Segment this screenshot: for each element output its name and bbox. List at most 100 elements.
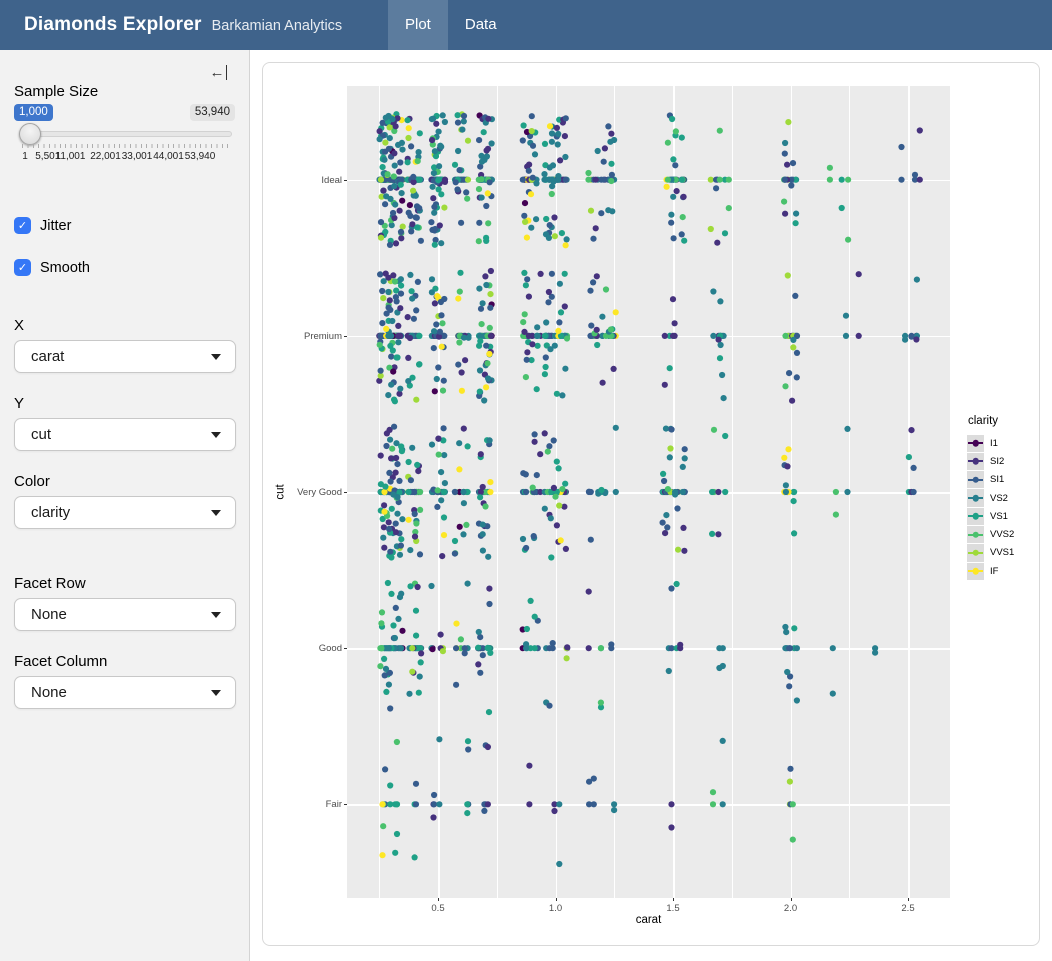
- smooth-checkbox[interactable]: ✓ Smooth: [14, 259, 90, 276]
- sample-size-slider: 1,000 53,940 1 5,501 11,001 22,001 33,001 44,…: [14, 104, 236, 174]
- x-tick-label: 1.5: [666, 903, 680, 914]
- y-tick-label: Ideal: [321, 174, 342, 186]
- left-arrow-glyph: ←: [209, 64, 225, 81]
- slider-grid-label: 33,001: [121, 151, 153, 162]
- checkbox-checked-icon: ✓: [14, 217, 31, 234]
- slider-track[interactable]: [22, 131, 232, 137]
- x-tick-mark: [790, 898, 792, 901]
- legend-key-icon: [967, 525, 984, 544]
- legend-entry: SI2: [967, 452, 1014, 471]
- x-tick-label: 0.5: [431, 903, 445, 914]
- legend-entry: IF: [967, 562, 1014, 580]
- chevron-down-icon: [211, 611, 221, 618]
- tab-data[interactable]: Data: [464, 16, 497, 33]
- chevron-down-icon: [211, 353, 221, 360]
- chevron-down-icon: [211, 509, 221, 516]
- y-select-value: cut: [31, 426, 52, 443]
- jitter-checkbox[interactable]: ✓ Jitter: [14, 217, 71, 234]
- y-axis-title: cut: [274, 484, 287, 500]
- legend-point: [972, 439, 979, 447]
- y-tick-mark: [344, 492, 347, 493]
- y-tick-label: Fair: [325, 799, 342, 811]
- x-select-value: carat: [31, 348, 65, 365]
- plot-panel: [347, 86, 950, 898]
- bar-glyph: [225, 65, 227, 80]
- scatter-plot: Fair Good Very Good Premium Ideal 0.5 1.0 1.5 2.…: [263, 63, 1039, 945]
- color-select-value: clarity: [31, 504, 71, 521]
- x-select[interactable]: carat: [14, 340, 236, 373]
- facet-column-select[interactable]: None: [14, 676, 236, 709]
- facet-row-select-label: Facet Row: [14, 575, 86, 592]
- legend-title: clarity: [968, 415, 999, 427]
- legend-point: [972, 549, 979, 557]
- x-axis-title: carat: [635, 914, 662, 926]
- y-tick-label: Very Good: [297, 487, 342, 498]
- y-tick-label: Premium: [303, 330, 342, 342]
- app-header: Diamonds Explorer Barkamian Analytics Pl…: [0, 0, 1052, 50]
- legend-key-icon: [967, 434, 984, 452]
- y-select[interactable]: cut: [14, 418, 236, 451]
- legend-key-icon: [967, 452, 984, 471]
- sidebar-collapse-icon[interactable]: ←: [209, 64, 227, 81]
- x-tick-mark: [673, 898, 674, 901]
- slider-grid-label: 22,001: [90, 151, 121, 162]
- x-tick-mark: [438, 898, 439, 901]
- major-gridline-y: [347, 804, 950, 806]
- legend-key-icon: [967, 507, 984, 525]
- legend-key-icon: [967, 562, 984, 580]
- scatter-points: [376, 111, 923, 868]
- legend-entries: I1 SI2 SI1 VS2 VS1 VVS2 VVS1 IF: [967, 434, 1014, 580]
- legend-label: VS2: [990, 492, 1008, 504]
- legend-label: IF: [990, 565, 999, 577]
- x-tick-label: 1.0: [548, 903, 563, 914]
- legend-point: [972, 476, 979, 483]
- slider-grid-label: 11,001: [55, 151, 86, 162]
- y-tick-mark: [344, 648, 347, 650]
- facet-column-select-value: None: [31, 684, 67, 701]
- legend-label: VVS1: [990, 547, 1015, 559]
- legend-entry: SI1: [967, 471, 1014, 489]
- facet-row-select[interactable]: None: [14, 598, 236, 631]
- plot-legend: clarity I1 SI2 SI1 VS2 VS1 VVS2 VVS1 IF: [967, 415, 1014, 580]
- slider-tick-marks: [22, 144, 232, 148]
- legend-label: VVS2: [990, 529, 1015, 541]
- legend-entry: VS2: [967, 489, 1014, 507]
- y-select-label: Y: [14, 395, 25, 412]
- sidebar: ← Sample Size 1,000 53,940 1 5,501 11,001 2…: [0, 50, 250, 961]
- legend-entry: VS1: [967, 507, 1014, 525]
- tab-plot[interactable]: Plot: [388, 0, 448, 50]
- slider-grid-labels: 1 5,501 11,001 22,001 33,001 44,001 53,940: [22, 151, 215, 165]
- legend-point: [972, 494, 979, 502]
- app-title: Diamonds Explorer: [24, 14, 202, 35]
- legend-point: [972, 567, 979, 575]
- chevron-down-icon: [211, 689, 221, 696]
- major-gridline-y: [347, 492, 950, 494]
- x-tick-mark: [908, 898, 909, 901]
- slider-grid-label: 44,001: [153, 151, 184, 162]
- x-tick-label: 2.0: [783, 903, 798, 914]
- x-tick-mark: [555, 898, 557, 901]
- major-gridline-y: [347, 648, 950, 650]
- facet-row-select-value: None: [31, 606, 67, 623]
- y-tick-mark: [344, 179, 347, 181]
- legend-label: I1: [990, 437, 998, 449]
- color-select[interactable]: clarity: [14, 496, 236, 529]
- legend-entry: I1: [967, 434, 1014, 452]
- legend-key-icon: [967, 471, 984, 489]
- legend-key-icon: [967, 489, 984, 507]
- geom-jitter-layer: [376, 111, 923, 868]
- chevron-down-icon: [211, 431, 221, 438]
- major-gridline-y: [347, 335, 950, 338]
- x-tick-label: 2.5: [901, 903, 915, 914]
- slider-value-badge: 1,000: [14, 104, 53, 121]
- legend-label: SI2: [990, 455, 1005, 467]
- sample-size-label: Sample Size: [14, 83, 99, 100]
- legend-label: VS1: [990, 510, 1008, 522]
- smooth-label: Smooth: [40, 259, 90, 276]
- brand: Diamonds Explorer Barkamian Analytics: [0, 14, 342, 36]
- legend-point: [972, 513, 979, 520]
- y-tick-mark: [344, 804, 347, 806]
- slider-grid-label: 53,940: [184, 151, 216, 162]
- slider-handle[interactable]: [19, 123, 41, 145]
